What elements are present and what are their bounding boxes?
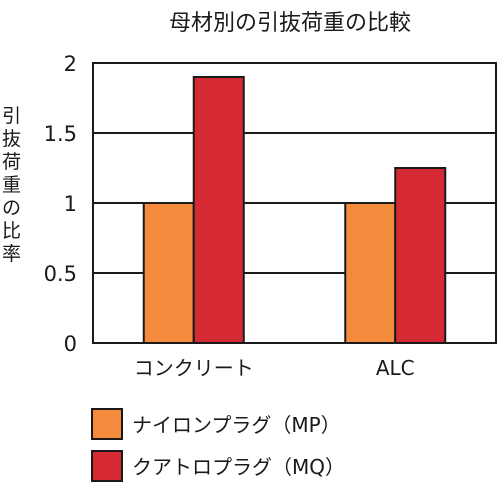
bar-mq-1	[394, 167, 447, 344]
y-tick-label: 0.5	[44, 262, 77, 286]
legend-item-mq: クアトロプラグ（MQ）	[91, 450, 345, 482]
legend-swatch-mq	[91, 450, 123, 482]
chart-title: 母材別の引抜荷重の比較	[169, 11, 411, 36]
legend-item-mp: ナイロンプラグ（MP）	[91, 408, 341, 440]
y-axis-label: 引抜荷重の比率	[2, 105, 21, 265]
y-tick-label: 0	[64, 332, 77, 356]
y-tick-label: 1	[64, 192, 77, 216]
bars	[142, 76, 447, 344]
bar-mp-1	[344, 202, 397, 344]
legend: ナイロンプラグ（MP） クアトロプラグ（MQ）	[91, 408, 345, 482]
y-tick-labels: 0 0.5 1 1.5 2	[44, 52, 77, 356]
plot-area-frame	[92, 62, 497, 344]
y-tick-label: 1.5	[44, 122, 77, 146]
legend-label-mp: ナイロンプラグ（MP）	[132, 413, 341, 437]
category-label: ALC	[376, 356, 415, 380]
bar-mp-0	[142, 202, 195, 344]
y-tick-label: 2	[64, 52, 77, 76]
legend-label-mq: クアトロプラグ（MQ）	[132, 455, 345, 479]
bar-mq-0	[192, 76, 245, 344]
legend-swatch-mp	[91, 408, 123, 440]
category-label: コンクリート	[134, 356, 254, 380]
category-labels: コンクリート ALC	[134, 356, 415, 380]
